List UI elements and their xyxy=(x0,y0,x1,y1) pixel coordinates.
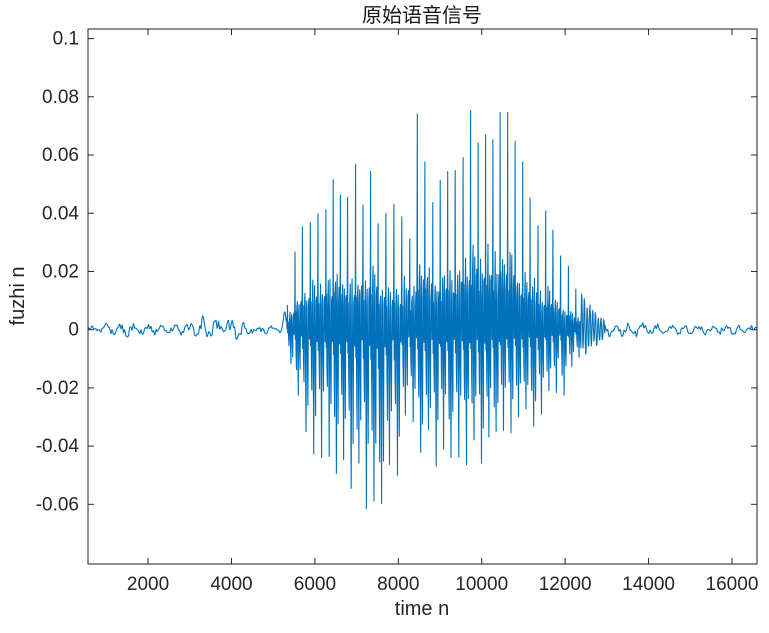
y-tick-label: 0.1 xyxy=(53,29,79,50)
y-tick-label: 0.08 xyxy=(42,87,79,108)
y-tick-label: -0.06 xyxy=(36,494,79,515)
y-tick-label: 0.04 xyxy=(42,203,79,224)
x-tick-label: 8000 xyxy=(377,574,419,595)
x-tick-label: 4000 xyxy=(210,574,252,595)
y-tick-label: 0.06 xyxy=(42,145,79,166)
y-tick-label: 0 xyxy=(68,320,79,341)
chart-title: 原始语音信号 xyxy=(362,4,482,27)
x-tick-label: 14000 xyxy=(622,574,675,595)
y-tick-label: -0.04 xyxy=(36,436,80,457)
y-tick-label: 0.02 xyxy=(42,261,79,282)
plot-frame xyxy=(87,28,758,565)
y-axis-label: fuzhi n xyxy=(7,267,29,326)
x-axis-label: time n xyxy=(395,598,449,620)
x-tick-label: 6000 xyxy=(294,574,336,595)
y-tick-label: -0.02 xyxy=(36,378,79,399)
x-tick-label: 2000 xyxy=(127,574,169,595)
waveform-line xyxy=(88,109,757,510)
x-tick-label: 12000 xyxy=(539,574,592,595)
axis-ticks xyxy=(88,29,757,564)
tick-labels: 2000 4000 6000 8000 10000 12000 14000 16000 0.1 0… xyxy=(36,29,759,595)
x-tick-label: 16000 xyxy=(706,574,759,595)
x-tick-label: 10000 xyxy=(455,574,508,595)
